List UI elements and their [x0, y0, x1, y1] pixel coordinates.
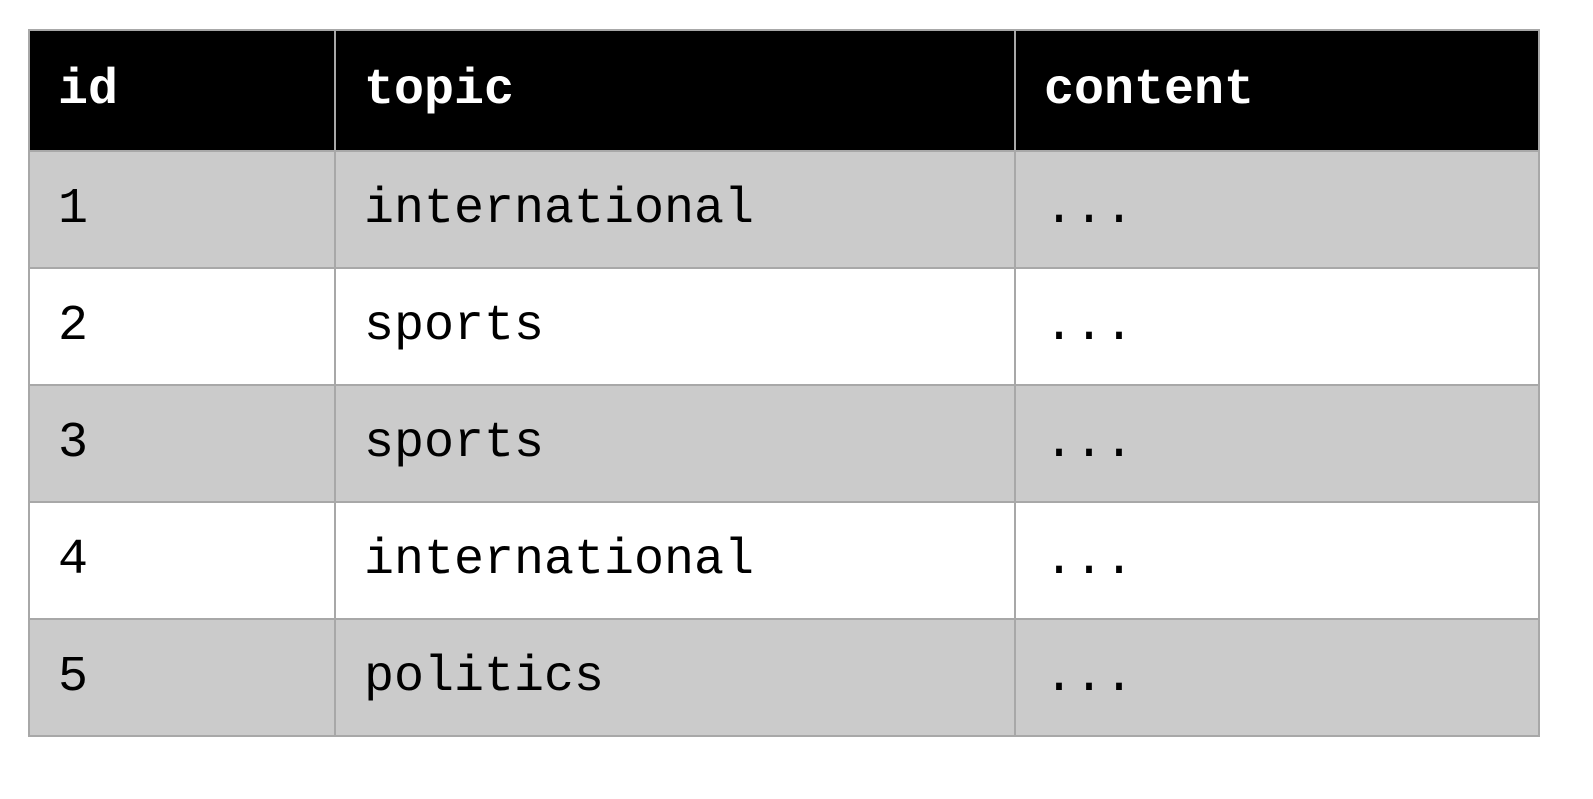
table-row: 1 international ...: [28, 150, 1540, 269]
cell-content: ...: [1014, 384, 1540, 503]
cell-topic: sports: [334, 267, 1016, 386]
cell-topic: international: [334, 150, 1016, 269]
cell-id: 3: [28, 384, 336, 503]
column-header-id: id: [28, 29, 336, 152]
data-table: id topic content 1 international ... 2 s…: [28, 29, 1540, 737]
cell-content: ...: [1014, 267, 1540, 386]
cell-topic: international: [334, 501, 1016, 620]
cell-id: 1: [28, 150, 336, 269]
table-row: 2 sports ...: [28, 267, 1540, 386]
column-header-content: content: [1014, 29, 1540, 152]
table-row: 5 politics ...: [28, 618, 1540, 737]
data-table-container: id topic content 1 international ... 2 s…: [28, 29, 1540, 737]
cell-topic: sports: [334, 384, 1016, 503]
cell-content: ...: [1014, 150, 1540, 269]
column-header-topic: topic: [334, 29, 1016, 152]
cell-id: 4: [28, 501, 336, 620]
cell-topic: politics: [334, 618, 1016, 737]
cell-id: 5: [28, 618, 336, 737]
cell-id: 2: [28, 267, 336, 386]
cell-content: ...: [1014, 501, 1540, 620]
cell-content: ...: [1014, 618, 1540, 737]
table-row: 3 sports ...: [28, 384, 1540, 503]
table-row: 4 international ...: [28, 501, 1540, 620]
table-header-row: id topic content: [28, 29, 1540, 152]
